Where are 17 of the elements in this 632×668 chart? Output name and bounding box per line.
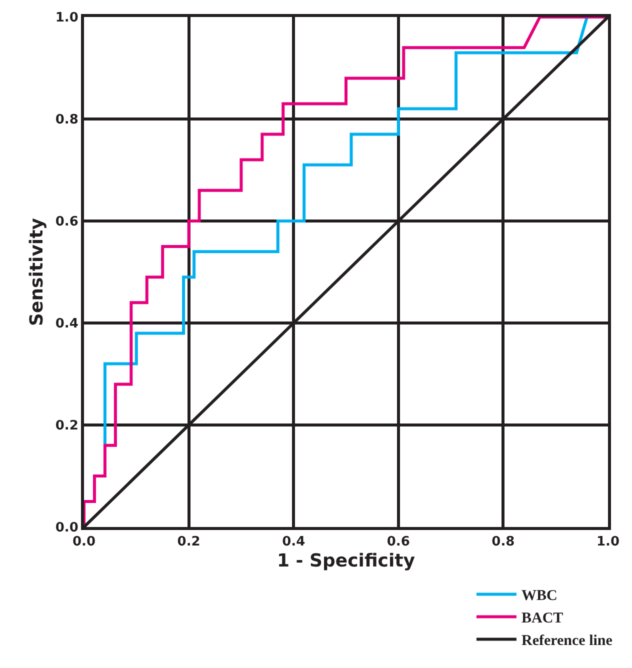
legend-label: WBC [521, 588, 558, 604]
y-axis-title: Sensitivity [26, 218, 48, 326]
y-tick-label: 1.0 [55, 10, 78, 26]
legend-label: BACT [521, 610, 564, 627]
y-tick-label: 0.2 [55, 418, 78, 434]
y-tick-label: 0.4 [55, 316, 78, 332]
y-tick-label: 0.6 [55, 214, 78, 230]
x-tick-label: 0.4 [282, 534, 306, 550]
x-tick-label: 1.0 [596, 534, 620, 550]
x-tick-label: 0.2 [177, 534, 200, 550]
x-tick-label: 0.0 [72, 534, 96, 550]
y-tick-label: 0.8 [55, 112, 78, 128]
x-tick-label: 0.8 [492, 534, 515, 550]
x-axis-title: 1 - Specificity [277, 550, 416, 572]
legend-label: Reference line [521, 633, 613, 650]
x-tick-label: 0.6 [386, 534, 410, 550]
y-tick-label: 0.0 [55, 520, 78, 536]
